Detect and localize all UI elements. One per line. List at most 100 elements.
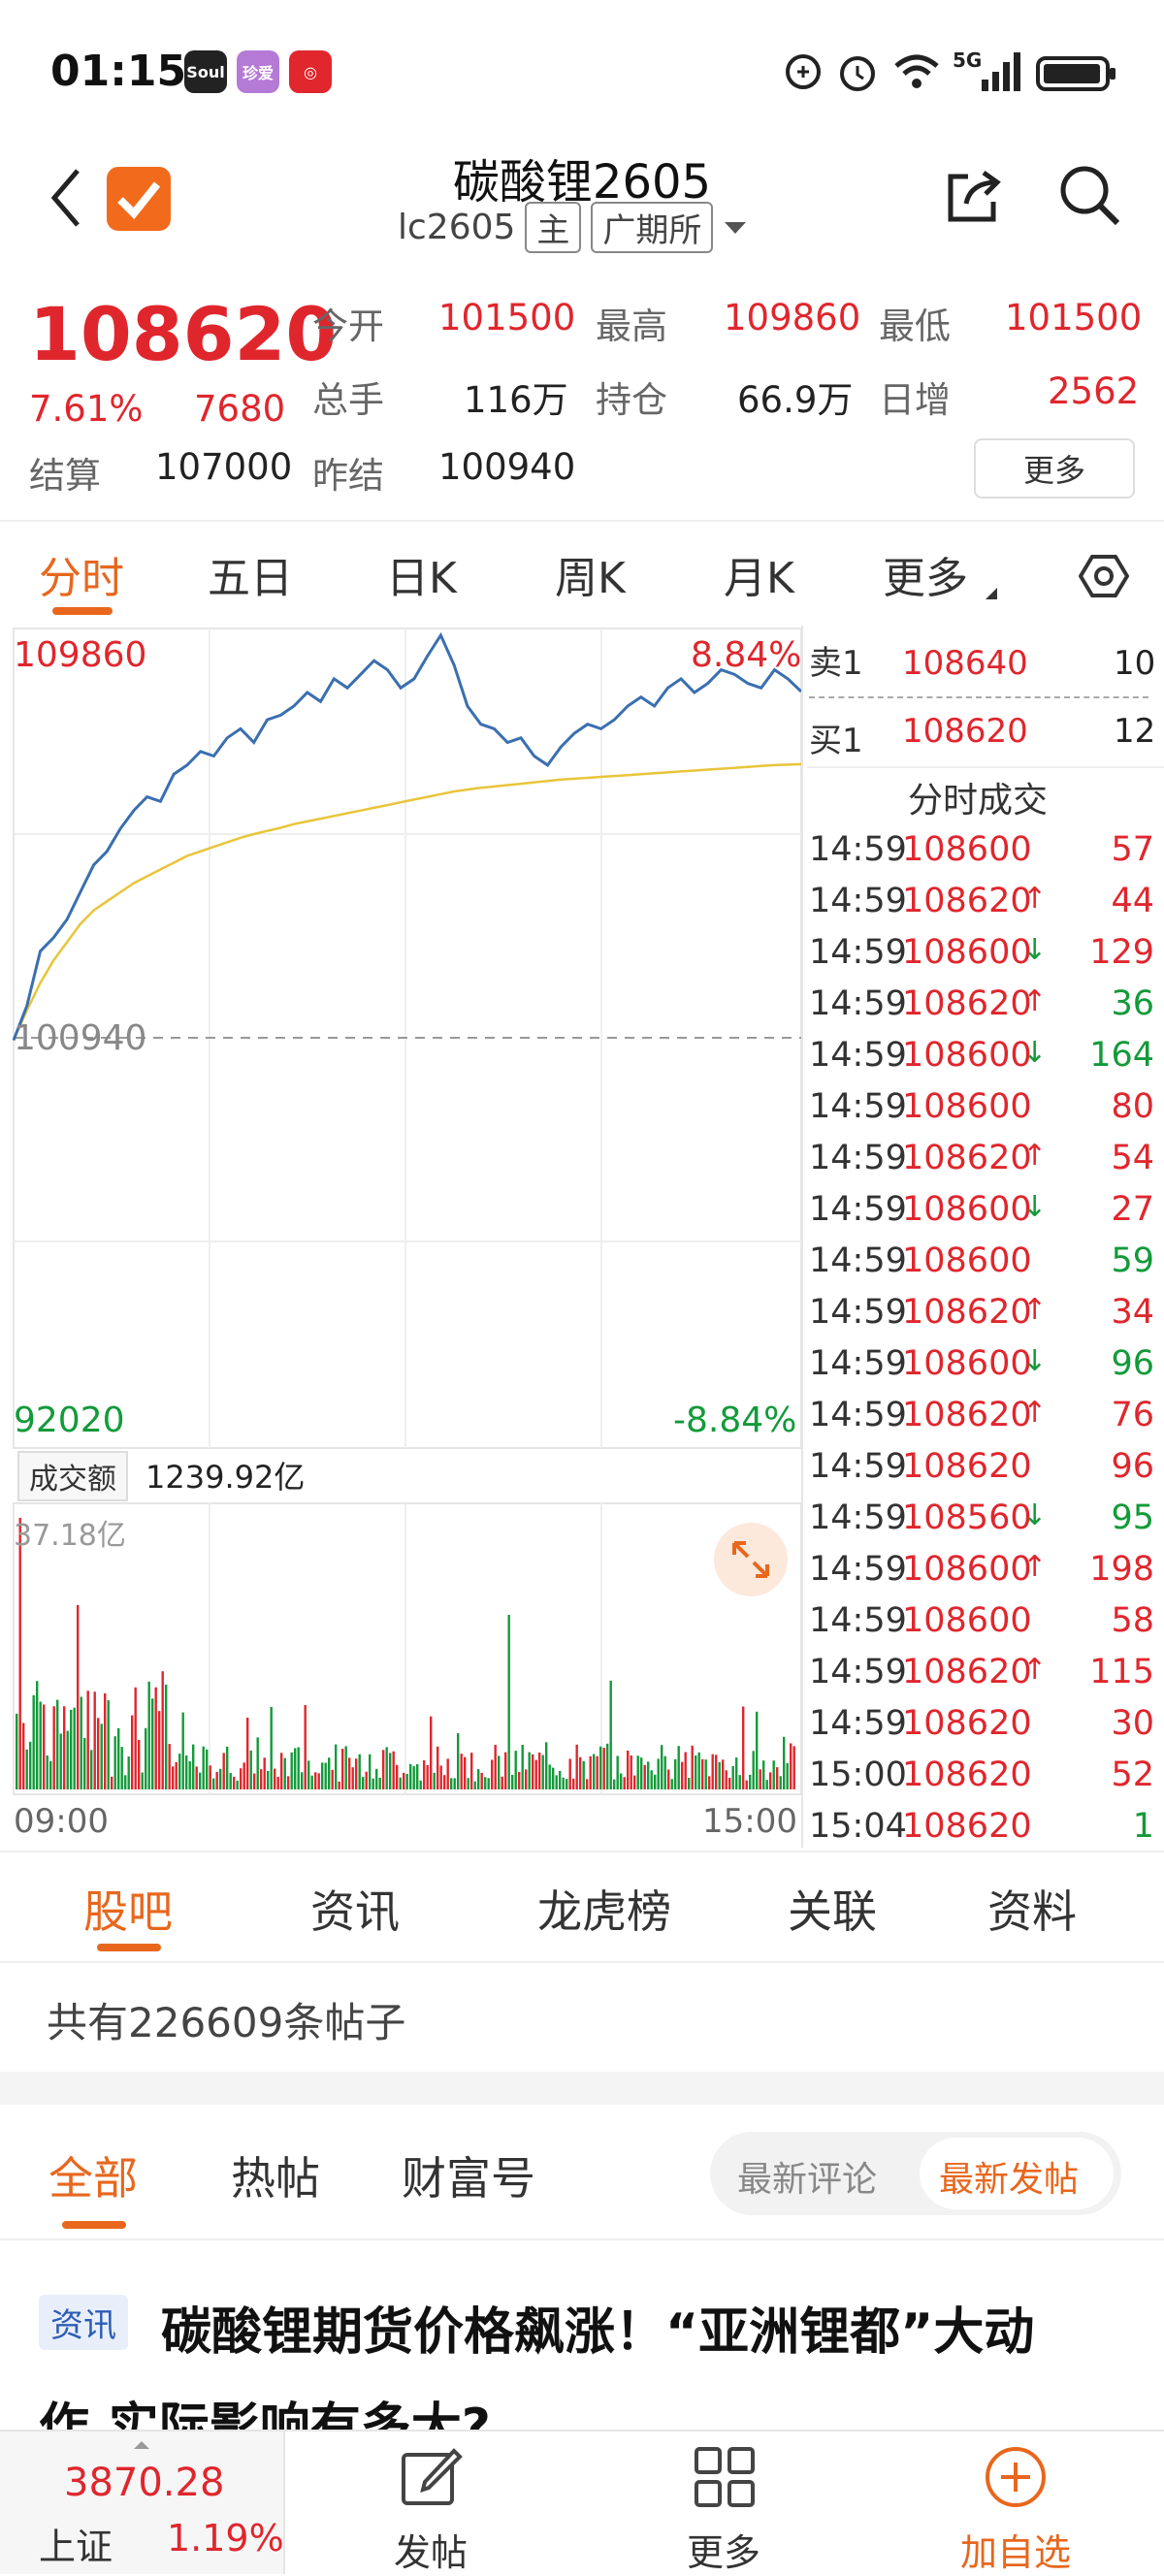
tab-profile[interactable]: 资料	[987, 1885, 1077, 1938]
volume-bar	[534, 1759, 537, 1789]
volume-bar	[498, 1755, 501, 1789]
trade-price: 108620	[902, 1447, 1032, 1486]
more-grid-icon[interactable]	[693, 2445, 757, 2509]
trade-qty: 164	[1089, 1036, 1154, 1075]
volume-bar	[575, 1744, 578, 1789]
feed-tab-all[interactable]: 全部	[48, 2152, 138, 2205]
volume-bar	[457, 1733, 460, 1789]
volume-bar	[307, 1760, 310, 1789]
volume-bar	[559, 1770, 562, 1789]
volume-bar	[134, 1687, 137, 1789]
volume-bar	[511, 1774, 514, 1789]
trade-time: 14:59	[809, 1447, 907, 1486]
volume-label: 总手	[312, 379, 384, 421]
contract-subtitle[interactable]: lc2605 主 广期所	[398, 202, 748, 253]
volume-bar	[677, 1746, 680, 1789]
tab-forum[interactable]: 股吧	[83, 1885, 173, 1938]
volume-bar	[541, 1755, 544, 1789]
trade-price: 108600	[902, 1036, 1032, 1075]
tab-daily-k[interactable]: 日K	[386, 554, 457, 603]
volume-bar	[131, 1715, 134, 1789]
settings-icon[interactable]	[1079, 551, 1129, 601]
volume-bar	[419, 1780, 422, 1789]
tab-more[interactable]: 更多	[883, 554, 968, 603]
post-icon[interactable]	[400, 2445, 464, 2509]
volume-bar	[274, 1768, 276, 1789]
data-saver-icon	[786, 54, 821, 89]
volume-bar	[528, 1752, 531, 1789]
volume-bar	[39, 1701, 42, 1789]
trade-time: 14:59	[809, 882, 907, 920]
trade-row: 14:59 108600 ↓ 27	[807, 1190, 1164, 1241]
expand-chart-button[interactable]	[714, 1523, 788, 1596]
alarm-icon	[840, 56, 875, 91]
search-icon[interactable]	[1057, 163, 1121, 227]
tab-five-day[interactable]: 五日	[208, 554, 293, 603]
tab-news[interactable]: 资讯	[310, 1885, 400, 1938]
trade-time: 14:59	[809, 933, 907, 972]
post-nav-label[interactable]: 发帖	[394, 2531, 469, 2574]
trade-time: 14:59	[809, 984, 907, 1023]
tab-related[interactable]: 关联	[788, 1885, 877, 1938]
volume-bar	[283, 1757, 286, 1789]
volume-bar	[783, 1736, 786, 1789]
more-nav-label[interactable]: 更多	[687, 2531, 761, 2574]
volume-bar	[147, 1681, 150, 1789]
turnover-label[interactable]: 成交额	[17, 1451, 128, 1501]
trade-row: 14:59 108600 80	[807, 1087, 1164, 1139]
volume-bar	[568, 1758, 571, 1789]
back-icon[interactable]	[48, 167, 83, 229]
feed-tab-fortune[interactable]: 财富号	[402, 2152, 535, 2205]
volume-bar	[120, 1747, 123, 1789]
volume-bar	[715, 1755, 718, 1789]
sort-latest-post[interactable]: 最新发帖	[939, 2160, 1080, 2200]
sell1-price: 108640	[902, 644, 1028, 683]
volume-bar	[412, 1766, 415, 1789]
dropdown-caret-icon[interactable]	[723, 218, 748, 238]
divider	[283, 2431, 285, 2574]
volume-bar	[602, 1748, 605, 1789]
volume-bar	[154, 1687, 157, 1789]
buy1-price: 108620	[902, 712, 1028, 751]
volume-bar	[742, 1706, 745, 1789]
trade-price: 108600	[902, 830, 1032, 869]
volume-bar	[606, 1743, 609, 1789]
volume-bar	[439, 1765, 442, 1789]
volume-bar	[375, 1768, 378, 1789]
tab-intraday[interactable]: 分时	[39, 554, 124, 603]
volume-bar	[657, 1758, 660, 1789]
share-icon[interactable]	[943, 163, 1005, 225]
trade-row: 14:59 108600 ↓ 96	[807, 1344, 1164, 1396]
trade-price: 108620	[902, 1704, 1032, 1743]
more-quote-button[interactable]: 更多	[974, 438, 1135, 499]
last-price: 108620	[29, 291, 338, 377]
volume-bar	[93, 1691, 96, 1789]
status-time: 01:15	[50, 47, 187, 96]
index-widget[interactable]	[0, 2431, 283, 2574]
tab-monthly-k[interactable]: 月K	[724, 554, 794, 603]
trade-price: 108620	[902, 882, 1032, 920]
tab-dragon-tiger[interactable]: 龙虎榜	[537, 1885, 671, 1938]
chart-bottom-percent: -8.84%	[673, 1401, 797, 1440]
trade-time: 14:59	[809, 1601, 907, 1640]
volume-bar	[195, 1766, 198, 1789]
volume-bar	[111, 1776, 113, 1789]
volume-bar	[643, 1764, 646, 1789]
volume-bar	[745, 1780, 748, 1789]
trade-qty: 95	[1111, 1498, 1154, 1537]
tab-weekly-k[interactable]: 周K	[555, 554, 626, 603]
sort-latest-comment[interactable]: 最新评论	[737, 2160, 878, 2200]
volume-bar	[294, 1748, 297, 1789]
article-title-line1[interactable]: 碳酸锂期货价格飙涨！“亚洲锂都”大动	[161, 2303, 1035, 2362]
favorite-check-icon[interactable]	[105, 165, 173, 233]
trade-qty: 59	[1111, 1241, 1154, 1280]
up-arrow-icon: ↑	[1022, 984, 1048, 1018]
volume-bar	[43, 1704, 46, 1789]
trade-qty: 54	[1111, 1139, 1154, 1177]
add-watchlist-icon[interactable]	[984, 2445, 1048, 2509]
feed-tab-hot[interactable]: 热帖	[231, 2152, 320, 2205]
volume-bar	[36, 1681, 39, 1789]
add-watchlist-label[interactable]: 加自选	[960, 2531, 1072, 2574]
volume-bar	[141, 1772, 144, 1789]
intraday-chart[interactable]	[0, 626, 805, 1852]
